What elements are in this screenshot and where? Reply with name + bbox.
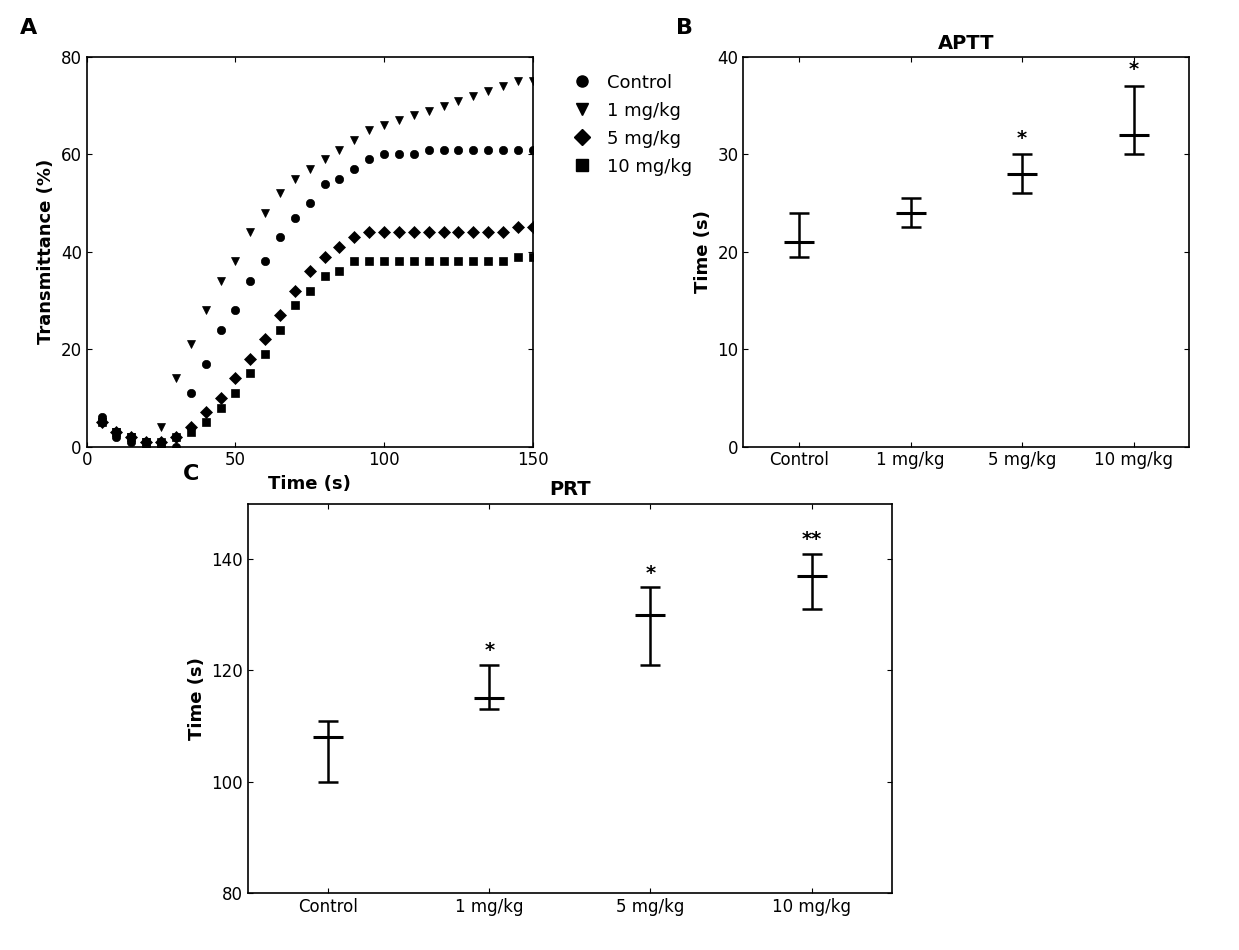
Text: *: * [646,563,655,582]
Legend: Control, 1 mg/kg, 5 mg/kg, 10 mg/kg: Control, 1 mg/kg, 5 mg/kg, 10 mg/kg [564,74,693,176]
Text: *: * [484,641,494,660]
Y-axis label: Time (s): Time (s) [187,656,206,740]
Y-axis label: Transmittance (%): Transmittance (%) [37,159,56,345]
Text: C: C [183,465,199,484]
Y-axis label: Time (s): Time (s) [694,210,712,294]
Title: APTT: APTT [938,33,995,52]
Text: A: A [20,18,37,38]
Text: B: B [676,18,694,38]
X-axis label: Time (s): Time (s) [269,475,351,493]
Text: *: * [1017,128,1027,147]
Text: *: * [1129,61,1139,80]
Title: PRT: PRT [549,480,591,499]
Text: **: ** [802,530,821,549]
